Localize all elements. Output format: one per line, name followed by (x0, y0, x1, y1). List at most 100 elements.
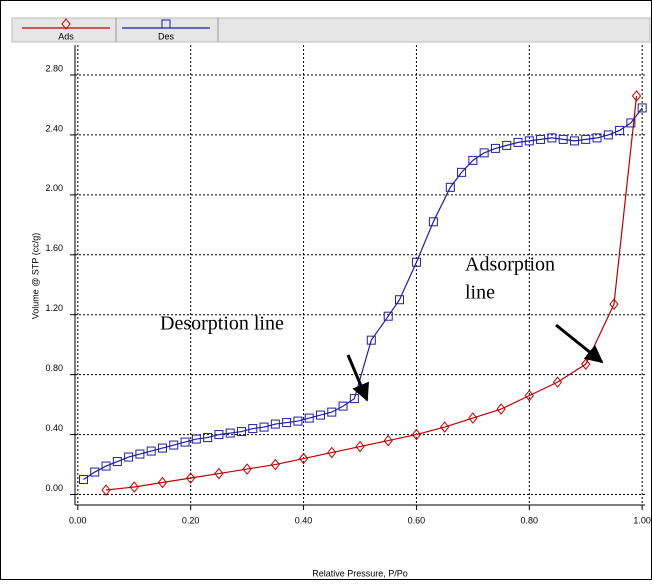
annotation-arrow (346, 354, 369, 402)
series-line (83, 107, 643, 481)
marker-square (428, 217, 438, 227)
marker-square (592, 133, 602, 143)
marker-square (383, 311, 393, 321)
marker-diamond (552, 376, 563, 388)
marker-square (395, 295, 405, 305)
marker-square (236, 427, 246, 437)
marker-square (180, 437, 190, 447)
marker-diamond (631, 90, 642, 102)
y-tick-label: 2.80 (45, 63, 63, 73)
annotation: Adsorption (465, 254, 555, 276)
marker-square (411, 257, 421, 267)
marker-diamond (186, 472, 196, 484)
marker-diamond (242, 463, 252, 475)
annotation: Desorption line (160, 313, 284, 335)
x-tick-label: 0.20 (182, 515, 200, 525)
marker-square (203, 433, 213, 443)
marker-square (547, 133, 557, 143)
marker-diamond (468, 412, 478, 424)
marker-square (259, 422, 269, 432)
marker-square (457, 167, 467, 177)
series-line (105, 95, 638, 491)
marker-square (304, 413, 314, 423)
marker-square (293, 416, 303, 426)
y-tick-label: 0.80 (45, 363, 63, 373)
x-tick-label: 0.40 (295, 515, 313, 525)
marker-square (101, 461, 111, 471)
x-tick-label: 0.60 (408, 515, 426, 525)
marker-diamond (440, 421, 450, 433)
marker-square (445, 182, 455, 192)
marker-diamond (411, 428, 422, 441)
marker-diamond (157, 476, 168, 489)
marker-diamond (383, 434, 393, 447)
plot (78, 90, 647, 496)
marker-square (581, 134, 591, 144)
annotation-arrow (555, 323, 604, 364)
marker-diamond (327, 446, 337, 459)
marker-square (536, 134, 546, 144)
marker-square (124, 452, 134, 462)
marker-square (157, 443, 167, 453)
marker-diamond (129, 481, 139, 493)
marker-diamond (355, 440, 365, 453)
marker-square (146, 446, 156, 456)
y-tick-label: 1.20 (45, 303, 63, 313)
marker-diamond (298, 452, 309, 465)
marker-square (315, 410, 325, 420)
annotation: line (465, 282, 495, 304)
marker-square (338, 401, 348, 411)
marker-diamond (496, 403, 506, 415)
marker-square (282, 418, 292, 428)
marker-diamond (61, 18, 71, 30)
x-tick-label: 1.00 (633, 515, 651, 525)
y-tick-label: 2.40 (45, 123, 63, 133)
marker-square (603, 130, 613, 140)
marker-square (112, 457, 122, 467)
y-tick-label: 2.00 (45, 183, 63, 193)
marker-square (615, 125, 625, 135)
marker-square (135, 449, 145, 459)
legend-label: Des (158, 31, 175, 41)
marker-square (569, 136, 579, 146)
legend: Ads Des (22, 18, 210, 41)
marker-square (327, 407, 337, 417)
marker-square (626, 118, 636, 128)
legend-label: Ads (58, 31, 74, 41)
marker-square (637, 103, 647, 113)
marker-diamond (270, 458, 280, 471)
marker-square (78, 475, 88, 485)
annotations: Desorption line Adsorption line (160, 254, 555, 335)
marker-square (270, 419, 280, 429)
marker-square (161, 19, 171, 29)
x-tick-label: 0.80 (521, 515, 539, 525)
marker-diamond (101, 484, 111, 496)
marker-square (169, 440, 179, 450)
marker-diamond (609, 298, 619, 311)
marker-square (502, 140, 512, 150)
y-tick-label: 1.60 (45, 243, 63, 253)
marker-square (248, 424, 258, 434)
y-tick-label: 0.00 (45, 483, 63, 493)
marker-square (558, 134, 568, 144)
legend-bar (11, 17, 651, 43)
marker-square (90, 467, 100, 477)
x-tick-label: 0.00 (69, 515, 87, 525)
marker-square (513, 137, 523, 147)
marker-diamond (214, 467, 224, 480)
marker-square (490, 143, 500, 153)
marker-square (524, 136, 534, 146)
marker-diamond (524, 389, 534, 402)
marker-square (225, 428, 235, 438)
grid: 0.00 0.40 0.80 1.20 1.60 2.00 2.40 2.80 0.00 0.20… (45, 45, 651, 525)
marker-square (479, 148, 489, 158)
y-tick-label: 0.40 (45, 423, 63, 433)
marker-square (366, 335, 376, 345)
marker-square (191, 434, 201, 444)
y-axis-label: Volume @ STP (cc/g) (30, 233, 40, 320)
marker-square (468, 155, 478, 165)
x-axis-label: Relative Pressure, P/Po (312, 568, 408, 578)
